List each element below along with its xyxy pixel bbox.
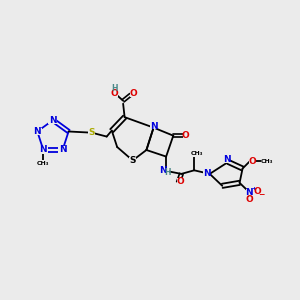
FancyBboxPatch shape: [246, 196, 253, 203]
FancyBboxPatch shape: [191, 151, 203, 157]
FancyBboxPatch shape: [224, 156, 230, 163]
FancyBboxPatch shape: [33, 128, 42, 135]
Text: O: O: [111, 89, 118, 98]
Text: N: N: [34, 127, 41, 136]
Text: O: O: [253, 187, 261, 196]
FancyBboxPatch shape: [157, 168, 169, 174]
FancyBboxPatch shape: [39, 146, 48, 154]
Text: CH₃: CH₃: [261, 158, 274, 164]
Text: N: N: [49, 116, 57, 124]
Text: S: S: [129, 156, 136, 165]
Text: N: N: [159, 167, 167, 176]
Text: O: O: [177, 177, 184, 186]
Text: O: O: [248, 157, 256, 166]
FancyBboxPatch shape: [178, 178, 184, 185]
FancyBboxPatch shape: [112, 85, 118, 91]
FancyBboxPatch shape: [150, 123, 157, 129]
Text: N: N: [246, 188, 253, 197]
FancyBboxPatch shape: [261, 158, 273, 164]
FancyBboxPatch shape: [203, 171, 210, 177]
FancyBboxPatch shape: [129, 157, 136, 164]
FancyBboxPatch shape: [112, 90, 118, 97]
Text: +: +: [251, 186, 256, 191]
FancyBboxPatch shape: [246, 189, 253, 196]
FancyBboxPatch shape: [49, 116, 57, 124]
Text: N: N: [150, 122, 158, 130]
Text: H: H: [112, 84, 118, 93]
Text: H: H: [165, 168, 171, 177]
Text: O: O: [130, 89, 137, 98]
FancyBboxPatch shape: [249, 158, 256, 164]
Text: O: O: [246, 195, 253, 204]
Text: N: N: [59, 145, 66, 154]
Text: CH₃: CH₃: [37, 161, 50, 166]
Text: N: N: [40, 145, 47, 154]
Text: CH₃: CH₃: [191, 152, 203, 156]
FancyBboxPatch shape: [37, 160, 49, 166]
FancyBboxPatch shape: [88, 129, 95, 136]
Text: O: O: [182, 131, 190, 140]
Text: N: N: [223, 155, 231, 164]
Text: −: −: [258, 190, 265, 199]
FancyBboxPatch shape: [182, 132, 189, 139]
Text: N: N: [203, 169, 211, 178]
Text: S: S: [88, 128, 95, 137]
FancyBboxPatch shape: [130, 90, 137, 97]
FancyBboxPatch shape: [58, 146, 67, 154]
